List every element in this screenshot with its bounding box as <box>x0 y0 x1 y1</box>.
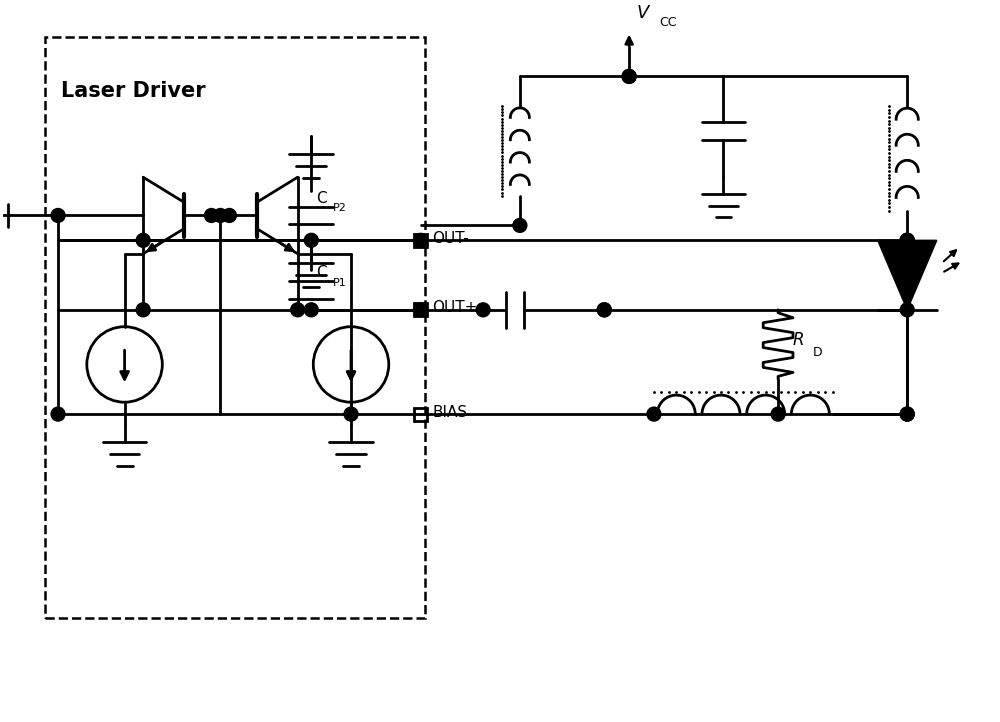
Text: OUT-: OUT- <box>432 231 469 245</box>
Text: P2: P2 <box>333 204 347 214</box>
Text: C: C <box>316 265 327 280</box>
Circle shape <box>513 219 527 232</box>
Circle shape <box>476 303 490 317</box>
Text: C: C <box>316 191 327 206</box>
Text: Laser Driver: Laser Driver <box>61 82 206 101</box>
Circle shape <box>771 407 785 421</box>
Circle shape <box>622 69 636 83</box>
Circle shape <box>51 209 65 222</box>
Circle shape <box>597 303 611 317</box>
Text: R: R <box>793 331 804 349</box>
Bar <box>414 234 427 247</box>
Bar <box>45 37 425 618</box>
Circle shape <box>304 303 318 317</box>
Circle shape <box>222 209 236 222</box>
Text: D: D <box>813 346 822 359</box>
Circle shape <box>597 303 611 317</box>
Circle shape <box>414 233 427 247</box>
Circle shape <box>291 303 305 317</box>
Circle shape <box>213 209 227 222</box>
Circle shape <box>900 233 914 247</box>
Text: BIAS: BIAS <box>432 404 468 419</box>
Circle shape <box>51 407 65 421</box>
Circle shape <box>414 303 427 317</box>
Text: V: V <box>637 4 649 22</box>
Circle shape <box>900 303 914 317</box>
Circle shape <box>344 407 358 421</box>
Circle shape <box>136 233 150 247</box>
Circle shape <box>900 233 914 247</box>
Circle shape <box>205 209 218 222</box>
Circle shape <box>304 233 318 247</box>
Text: CC: CC <box>659 16 676 29</box>
Circle shape <box>900 407 914 421</box>
Circle shape <box>900 233 914 247</box>
Circle shape <box>647 407 661 421</box>
Circle shape <box>136 303 150 317</box>
Bar <box>414 303 427 316</box>
Text: OUT+: OUT+ <box>432 300 478 316</box>
Polygon shape <box>878 240 937 310</box>
Text: P1: P1 <box>333 278 347 288</box>
Circle shape <box>900 407 914 421</box>
Circle shape <box>622 69 636 83</box>
Bar <box>414 408 427 420</box>
